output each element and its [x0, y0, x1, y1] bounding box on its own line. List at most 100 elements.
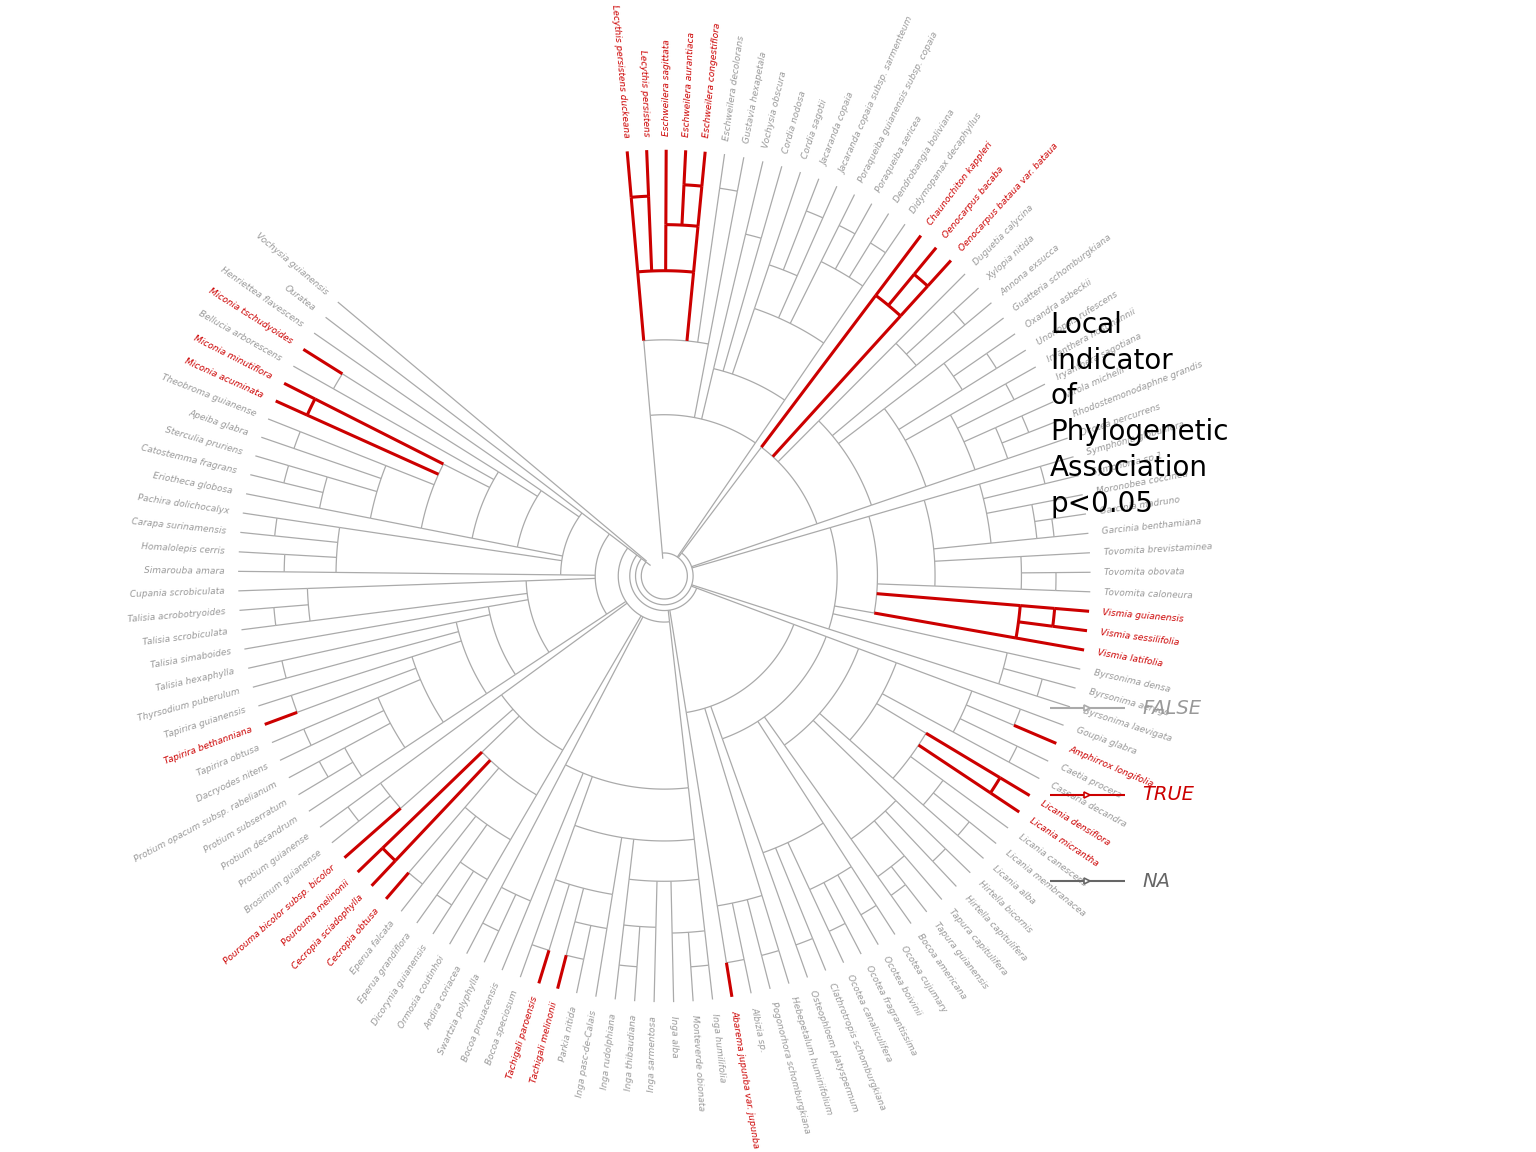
Text: Miconia tschudyoides: Miconia tschudyoides — [207, 287, 293, 346]
Text: Dendrobangia boliviana: Dendrobangia boliviana — [892, 108, 957, 204]
Text: Xylopia nitida: Xylopia nitida — [986, 234, 1037, 282]
Text: Simarouba amara: Simarouba amara — [143, 566, 224, 576]
Text: Vismia sessilifolia: Vismia sessilifolia — [1100, 628, 1180, 647]
Text: Sterculia pruriens: Sterculia pruriens — [164, 425, 243, 456]
Text: Symphonia globulifera: Symphonia globulifera — [1086, 420, 1186, 457]
Text: Eriotheca globosa: Eriotheca globosa — [152, 471, 233, 495]
Text: Byrsonima aerugo: Byrsonima aerugo — [1087, 688, 1170, 718]
Text: Protium decandrum: Protium decandrum — [220, 816, 300, 872]
Text: Pourouma bicolor subsp. bicolor: Pourouma bicolor subsp. bicolor — [223, 864, 336, 967]
Text: Duguetia calycina: Duguetia calycina — [972, 204, 1035, 267]
Text: Local
Indicator
of
Phylogenetic
Association
p<0.05: Local Indicator of Phylogenetic Associat… — [1051, 311, 1229, 517]
Text: Tapirira obtusa: Tapirira obtusa — [195, 744, 261, 779]
Text: Licania densiflora: Licania densiflora — [1040, 798, 1112, 848]
Text: Vochysia guianensis: Vochysia guianensis — [255, 230, 330, 296]
Text: Ocotea fragrantissima: Ocotea fragrantissima — [863, 964, 919, 1058]
Text: Talisia hexaphylla: Talisia hexaphylla — [155, 667, 235, 694]
Text: Inga sarmentosa: Inga sarmentosa — [648, 1016, 659, 1092]
Text: Osteophloem platyspermum: Osteophloem platyspermum — [808, 988, 860, 1113]
Text: Licania micrantha: Licania micrantha — [1028, 816, 1100, 869]
Text: Garcinia madruno: Garcinia madruno — [1100, 495, 1181, 516]
Text: Jacaranda copaia: Jacaranda copaia — [820, 92, 856, 167]
Text: Vismia latifolia: Vismia latifolia — [1097, 647, 1164, 668]
Text: Eschweilera sagittata: Eschweilera sagittata — [662, 39, 671, 136]
Text: Bocoa speciosum: Bocoa speciosum — [485, 988, 519, 1066]
Text: Hirtella bicornis: Hirtella bicornis — [977, 879, 1034, 935]
Text: Ocotea boivinii: Ocotea boivinii — [882, 954, 923, 1017]
Text: Rhodostemonodaphne grandis: Rhodostemonodaphne grandis — [1072, 359, 1204, 419]
Text: Inga humilifolia: Inga humilifolia — [710, 1013, 727, 1083]
Text: Eschweilera aurantiaca: Eschweilera aurantiaca — [682, 31, 696, 137]
Text: Didymopanax decaphyllus: Didymopanax decaphyllus — [909, 112, 985, 215]
Text: Apeiba glabra: Apeiba glabra — [187, 408, 250, 437]
Text: Ormosia coutinhoi: Ormosia coutinhoi — [398, 954, 447, 1030]
Text: Casearia decandra: Casearia decandra — [1049, 781, 1127, 829]
Text: Pogonorhora schomburgkiana: Pogonorhora schomburgkiana — [770, 1001, 811, 1135]
Text: Dacryodes nitens: Dacryodes nitens — [195, 763, 269, 804]
Text: Hirtella capitulifera: Hirtella capitulifera — [963, 894, 1028, 962]
Text: Iryanthera sagotiana: Iryanthera sagotiana — [1055, 332, 1143, 382]
Text: Ocotea cujumary: Ocotea cujumary — [899, 943, 948, 1014]
Text: FALSE: FALSE — [1143, 699, 1201, 718]
Text: Tachigali melinonii: Tachigali melinonii — [528, 1001, 559, 1084]
Text: Guatteria schomburgkiana: Guatteria schomburgkiana — [1012, 233, 1114, 313]
Text: Cecropia sciadophylla: Cecropia sciadophylla — [290, 893, 366, 971]
Text: Protium subserratum: Protium subserratum — [203, 798, 289, 855]
Text: Theobroma guianense: Theobroma guianense — [160, 372, 257, 418]
Text: Byrsonima densa: Byrsonima densa — [1092, 668, 1170, 694]
Text: Iryanthera hostmannii: Iryanthera hostmannii — [1046, 308, 1137, 364]
Text: Protium opacum subsp. rabelianum: Protium opacum subsp. rabelianum — [132, 780, 280, 864]
Text: Ocotea canaliculifera: Ocotea canaliculifera — [845, 973, 894, 1063]
Text: Albizia sp.: Albizia sp. — [750, 1006, 768, 1053]
Text: Homalolepis cerris: Homalolepis cerris — [141, 541, 226, 555]
Text: Tovomita caloneura: Tovomita caloneura — [1104, 588, 1193, 600]
Text: Miconia acuminata: Miconia acuminata — [184, 356, 264, 400]
Text: Poraqueiba sericea: Poraqueiba sericea — [874, 114, 925, 194]
Text: Tapirira guianensis: Tapirira guianensis — [163, 706, 247, 741]
Text: Clathrotropis schomburgkiana: Clathrotropis schomburgkiana — [826, 982, 886, 1112]
Text: Dicorynia guianensis: Dicorynia guianensis — [370, 943, 429, 1028]
Text: Poraqueiba guianensis subsp. copaia: Poraqueiba guianensis subsp. copaia — [857, 30, 940, 184]
Text: Eschweilera congestiflora: Eschweilera congestiflora — [702, 23, 722, 138]
Text: Brosimum guianense: Brosimum guianense — [244, 848, 324, 915]
Text: Moronobea coccinea: Moronobea coccinea — [1095, 470, 1189, 497]
Text: Tovomita brevistaminea: Tovomita brevistaminea — [1103, 541, 1212, 556]
Text: Lecythis persistens duckeana: Lecythis persistens duckeana — [610, 5, 630, 138]
Text: Licania canescens: Licania canescens — [1017, 833, 1087, 888]
Text: Thyrsodium puberulum: Thyrsodium puberulum — [137, 687, 241, 722]
Text: Gustavia hexapetala: Gustavia hexapetala — [742, 52, 768, 144]
Text: Cordia sagotii: Cordia sagotii — [800, 99, 829, 160]
Text: Inga thibaudiana: Inga thibaudiana — [624, 1015, 637, 1091]
Text: Symphonia sp.1: Symphonia sp.1 — [1091, 450, 1164, 477]
Text: Pachira dolichocalyx: Pachira dolichocalyx — [137, 493, 230, 515]
Text: Garcinia benthamiana: Garcinia benthamiana — [1101, 517, 1203, 537]
Text: Talisia scrobiculata: Talisia scrobiculata — [143, 627, 229, 646]
Text: Inga pasc-de-Calais: Inga pasc-de-Calais — [574, 1009, 598, 1098]
Text: Carapa surinamensis: Carapa surinamensis — [132, 517, 227, 536]
Text: Oxandra asbeckii: Oxandra asbeckii — [1025, 278, 1094, 329]
Text: Amphirrox longifolia: Amphirrox longifolia — [1068, 744, 1155, 789]
Text: Tapura guianensis: Tapura guianensis — [932, 920, 989, 991]
Text: Jacaranda copaia subsp. sarmenteum: Jacaranda copaia subsp. sarmenteum — [839, 16, 915, 175]
Text: Chaunochiton kappleri: Chaunochiton kappleri — [926, 141, 994, 227]
Text: Tachigali paroensis: Tachigali paroensis — [505, 995, 539, 1081]
Text: Andira coriacea: Andira coriacea — [424, 964, 464, 1030]
Text: Bellucia arborescens: Bellucia arborescens — [198, 309, 284, 363]
Text: Ouratea: Ouratea — [283, 283, 318, 312]
Text: Tovomita obovata: Tovomita obovata — [1104, 567, 1184, 577]
Text: Abarema jupunba var. jupunba: Abarema jupunba var. jupunba — [730, 1010, 760, 1149]
Text: Oenocarpus bataua var. bataua: Oenocarpus bataua var. bataua — [957, 142, 1060, 253]
Text: Cecropia obtusa: Cecropia obtusa — [326, 907, 381, 968]
Text: Annona exsucca: Annona exsucca — [998, 243, 1061, 297]
Text: Inga rudolphiana: Inga rudolphiana — [601, 1013, 617, 1090]
Text: NA: NA — [1143, 872, 1170, 890]
Text: Henriettea flavescens: Henriettea flavescens — [220, 265, 306, 328]
Text: Bocoa prouacensis: Bocoa prouacensis — [461, 982, 501, 1063]
Text: Eperua grandiflora: Eperua grandiflora — [356, 932, 413, 1006]
Text: Lecythis persistens: Lecythis persistens — [637, 50, 651, 136]
Text: Hebepetalum humiriifolium: Hebepetalum humiriifolium — [788, 995, 834, 1116]
Text: Parkia nitida: Parkia nitida — [558, 1006, 578, 1062]
Text: Tapirira bethanniana: Tapirira bethanniana — [163, 725, 253, 766]
Text: Swartzia polyphylla: Swartzia polyphylla — [438, 973, 482, 1056]
Text: Cupania scrobiculata: Cupania scrobiculata — [129, 586, 224, 599]
